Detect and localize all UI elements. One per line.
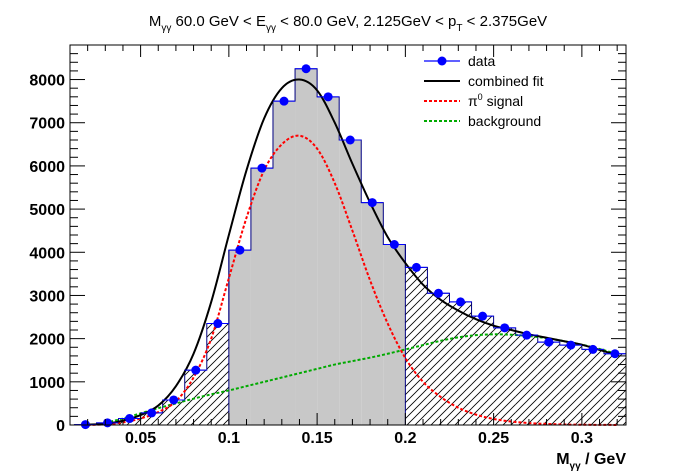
histogram-bar bbox=[184, 370, 207, 425]
histogram-bar bbox=[449, 301, 472, 425]
x-tick-label: 0.15 bbox=[302, 430, 333, 447]
y-tick-label: 1000 bbox=[29, 375, 65, 392]
histogram-bar bbox=[493, 327, 516, 425]
y-tick-label: 2000 bbox=[29, 332, 65, 349]
y-tick-label: 7000 bbox=[29, 116, 65, 133]
data-point bbox=[522, 330, 532, 340]
x-tick-label: 0.2 bbox=[394, 430, 416, 447]
x-tick-label: 0.1 bbox=[218, 430, 240, 447]
data-point bbox=[235, 245, 245, 255]
data-point bbox=[566, 340, 576, 350]
legend-signal-label: π0 signal bbox=[468, 92, 523, 109]
y-tick-label: 4000 bbox=[29, 245, 65, 262]
x-tick-label: 0.05 bbox=[125, 430, 156, 447]
histogram-bar bbox=[317, 96, 340, 426]
histogram-bar bbox=[295, 68, 318, 425]
histogram-bar bbox=[339, 140, 362, 425]
y-axis-tick-labels: 0 1000 2000 3000 4000 5000 6000 7000 800… bbox=[29, 73, 65, 435]
data-point bbox=[323, 92, 333, 102]
data-point bbox=[367, 198, 377, 208]
data-point bbox=[610, 349, 620, 359]
histogram-bar bbox=[383, 244, 406, 425]
histogram-bar bbox=[559, 345, 582, 425]
data-point bbox=[544, 337, 554, 347]
title-subscript: γγ bbox=[161, 23, 171, 34]
data-point bbox=[389, 240, 399, 249]
data-point bbox=[147, 408, 157, 418]
x-axis-title: Mγγ / GeV bbox=[556, 451, 626, 472]
y-tick-label: 0 bbox=[56, 418, 65, 435]
title-subscript: γγ bbox=[266, 23, 276, 34]
axis-ticks bbox=[70, 44, 626, 426]
legend-data-label: data bbox=[468, 53, 495, 69]
histogram-bar bbox=[471, 316, 494, 425]
histogram-bar bbox=[581, 349, 604, 425]
data-point bbox=[500, 323, 510, 333]
histogram-bar bbox=[140, 412, 163, 425]
legend: data combined fit π0 signal background bbox=[424, 53, 544, 129]
histogram-bar bbox=[361, 202, 384, 425]
histogram-bar bbox=[427, 293, 450, 425]
x-tick-label: 0.3 bbox=[571, 430, 593, 447]
data-point bbox=[191, 365, 201, 375]
data-point bbox=[345, 135, 355, 145]
data-point bbox=[588, 344, 598, 354]
histogram-bar bbox=[206, 323, 229, 425]
x-tick-label: 0.25 bbox=[478, 430, 509, 447]
histogram-bar bbox=[228, 250, 251, 425]
data-point bbox=[103, 418, 113, 428]
y-tick-label: 5000 bbox=[29, 202, 65, 219]
legend-background-label: background bbox=[468, 113, 541, 129]
data-point bbox=[257, 163, 267, 173]
data-point bbox=[433, 288, 443, 298]
x-axis-tick-labels: 0.05 0.1 0.15 0.2 0.25 0.3 bbox=[125, 430, 593, 447]
data-point bbox=[125, 414, 135, 424]
histogram-bar bbox=[603, 353, 626, 425]
chart-title: Mγγ 60.0 GeV < Eγγ < 80.0 GeV, 2.125GeV … bbox=[149, 13, 547, 34]
legend-data-marker bbox=[437, 56, 447, 66]
histogram-bar bbox=[515, 335, 538, 425]
data-point bbox=[213, 319, 223, 329]
y-tick-label: 6000 bbox=[29, 159, 65, 176]
y-tick-label: 3000 bbox=[29, 288, 65, 305]
histogram-bars bbox=[73, 68, 627, 426]
data-point bbox=[301, 64, 311, 74]
histogram-bar bbox=[250, 168, 273, 425]
legend-combined-fit-label: combined fit bbox=[468, 73, 544, 89]
data-point bbox=[456, 297, 466, 307]
data-point bbox=[411, 262, 421, 272]
data-point bbox=[478, 311, 488, 321]
histogram-bar bbox=[272, 101, 296, 426]
data-point bbox=[279, 96, 289, 106]
histogram-bar bbox=[537, 342, 560, 425]
data-point bbox=[169, 395, 179, 405]
title-subscript: T bbox=[456, 23, 462, 34]
y-tick-label: 8000 bbox=[29, 73, 65, 90]
x-axis-title-subscript: γγ bbox=[570, 461, 582, 472]
